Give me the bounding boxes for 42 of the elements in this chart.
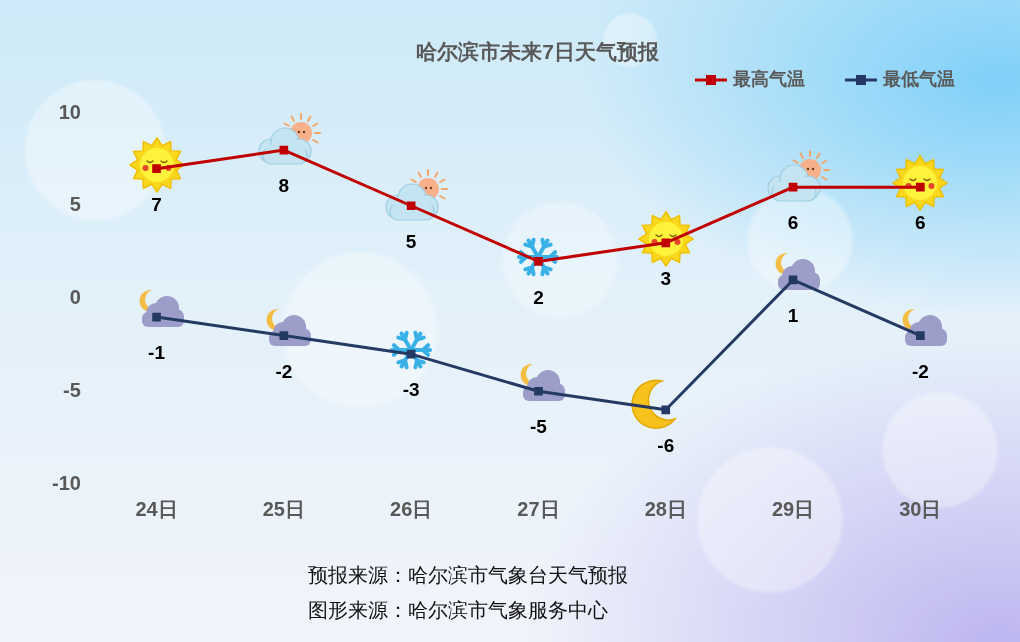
- y-tick-label: 0: [69, 286, 81, 309]
- x-tick-label: 29日: [771, 497, 815, 520]
- x-tick-label: 25日: [262, 497, 305, 520]
- data-label: 7: [151, 193, 162, 215]
- data-label: -1: [148, 342, 166, 364]
- data-label: 2: [533, 286, 544, 308]
- data-label: -2: [911, 360, 929, 382]
- y-tick-label: -10: [52, 471, 81, 494]
- point: [661, 405, 671, 415]
- x-tick-label: 27日: [517, 497, 560, 520]
- data-label: -2: [275, 360, 293, 382]
- point: [534, 386, 543, 396]
- data-label: 3: [660, 268, 672, 290]
- data-label: 6: [787, 212, 799, 234]
- point: [788, 182, 798, 192]
- data-label: -3: [402, 379, 420, 401]
- data-label: 5: [405, 230, 417, 252]
- x-tick-label: 28日: [644, 497, 687, 520]
- point: [916, 331, 925, 340]
- point: [279, 331, 289, 340]
- data-label: 8: [278, 175, 290, 197]
- y-tick-label: 5: [69, 193, 81, 216]
- point: [788, 275, 798, 285]
- x-tick-label: 24日: [135, 497, 178, 520]
- data-label: -5: [530, 416, 548, 438]
- data-label: 1: [787, 305, 799, 327]
- x-tick-label: 26日: [390, 497, 433, 520]
- y-tick-label: -5: [63, 378, 81, 401]
- text: 图形来源：哈尔滨市气象服务中心: [308, 598, 609, 623]
- point: [406, 201, 416, 211]
- legend-label: 最高气温: [732, 68, 805, 89]
- legend-label: 最低气温: [882, 68, 955, 89]
- chart-title: 哈尔滨市未来7日天气预报: [415, 39, 660, 65]
- point: [279, 145, 289, 155]
- point: [534, 257, 543, 266]
- x-tick-label: 30日: [899, 497, 942, 520]
- data-label: 6: [915, 212, 926, 234]
- data-label: -6: [657, 435, 675, 457]
- y-tick-label: 10: [58, 100, 81, 123]
- text: 预报来源：哈尔滨市气象台天气预报: [308, 563, 628, 588]
- point: [406, 349, 416, 359]
- point: [152, 312, 161, 322]
